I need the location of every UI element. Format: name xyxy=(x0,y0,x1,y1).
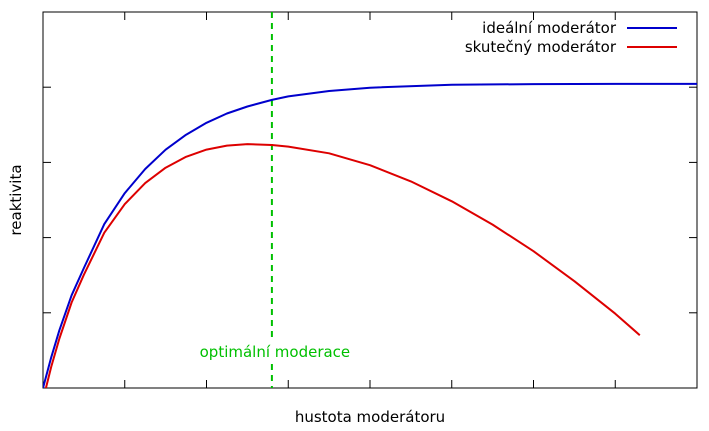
y-axis-label: reaktivita xyxy=(7,164,25,235)
x-axis-label: hustota moderátoru xyxy=(295,408,445,426)
tick-marks xyxy=(43,12,697,388)
optimal-moderation-label: optimální moderace xyxy=(200,343,351,361)
plot-border xyxy=(42,11,698,389)
legend-label-real: skutečný moderátor xyxy=(465,38,617,56)
annotation-background xyxy=(193,340,350,362)
ideal-moderator-line xyxy=(43,82,697,388)
vertical-markers: optimální moderace xyxy=(193,12,351,388)
series-lines xyxy=(43,82,697,388)
real-moderator-line xyxy=(44,143,641,388)
plot-frame xyxy=(42,11,698,389)
legend-label-ideal: ideální moderátor xyxy=(482,19,617,37)
